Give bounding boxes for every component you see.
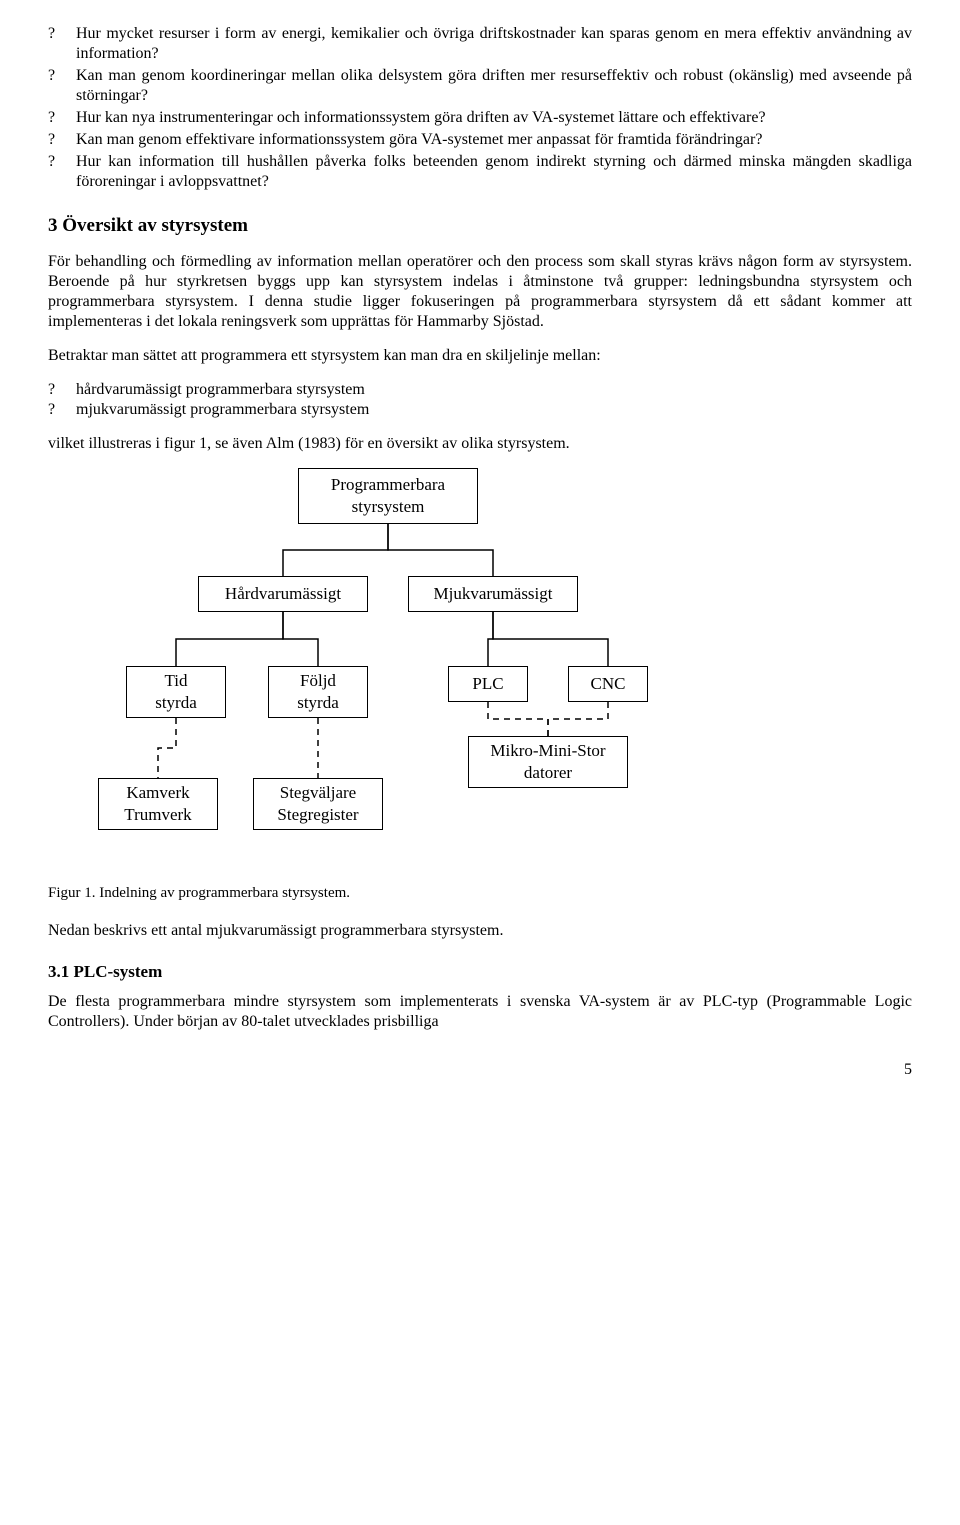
list-item: ? hårdvarumässigt programmerbara styrsys… (48, 380, 912, 400)
question-text: Kan man genom effektivare informationssy… (76, 130, 912, 150)
body-paragraph: Nedan beskrivs ett antal mjukvarumässigt… (48, 921, 912, 941)
bullet-glyph: ? (48, 380, 76, 400)
question-text: Hur mycket resurser i form av energi, ke… (76, 24, 912, 64)
question-text: Hur kan nya instrumenteringar och inform… (76, 108, 912, 128)
diagram-node-cnc: CNC (568, 666, 648, 702)
bullet-glyph: ? (48, 130, 76, 150)
body-paragraph: De flesta programmerbara mindre styrsyst… (48, 992, 912, 1032)
diagram-node-root: Programmerbarastyrsystem (298, 468, 478, 524)
diagram-node-soft: Mjukvarumässigt (408, 576, 578, 612)
bullet-glyph: ? (48, 108, 76, 128)
body-paragraph: För behandling och förmedling av informa… (48, 252, 912, 332)
diagram-node-steg: StegväljareStegregister (253, 778, 383, 830)
subsection-heading: 3.1 PLC-system (48, 961, 912, 982)
list-item: ? Kan man genom effektivare informations… (48, 130, 912, 150)
body-paragraph: Betraktar man sättet att programmera ett… (48, 346, 912, 366)
question-text: Kan man genom koordineringar mellan olik… (76, 66, 912, 106)
list-item: ? mjukvarumässigt programmerbara styrsys… (48, 400, 912, 420)
bullet-list: ? hårdvarumässigt programmerbara styrsys… (48, 380, 912, 420)
list-item: ? Hur kan nya instrumenteringar och info… (48, 108, 912, 128)
question-text: Hur kan information till hushållen påver… (76, 152, 912, 192)
list-item: ? Kan man genom koordineringar mellan ol… (48, 66, 912, 106)
diagram-node-hard: Hårdvarumässigt (198, 576, 368, 612)
bullet-glyph: ? (48, 66, 76, 106)
bullet-glyph: ? (48, 400, 76, 420)
list-item: ? Hur kan information till hushållen påv… (48, 152, 912, 192)
tree-diagram: Programmerbarastyrsystem Hårdvarumässigt M… (78, 468, 798, 878)
diagram-node-tid: Tidstyrda (126, 666, 226, 718)
page-number: 5 (48, 1060, 912, 1080)
list-item: ? Hur mycket resurser i form av energi, … (48, 24, 912, 64)
bullet-glyph: ? (48, 24, 76, 64)
question-list: ? Hur mycket resurser i form av energi, … (48, 24, 912, 192)
figure-caption: Figur 1. Indelning av programmerbara sty… (48, 884, 912, 903)
diagram-node-mikro: Mikro-Mini-Stordatorer (468, 736, 628, 788)
body-paragraph: vilket illustreras i figur 1, se även Al… (48, 434, 912, 454)
diagram-node-foljd: Följdstyrda (268, 666, 368, 718)
bullet-glyph: ? (48, 152, 76, 192)
bullet-text: hårdvarumässigt programmerbara styrsyste… (76, 380, 365, 400)
diagram-node-plc: PLC (448, 666, 528, 702)
diagram-node-kam: KamverkTrumverk (98, 778, 218, 830)
bullet-text: mjukvarumässigt programmerbara styrsyste… (76, 400, 369, 420)
section-heading: 3 Översikt av styrsystem (48, 214, 912, 238)
